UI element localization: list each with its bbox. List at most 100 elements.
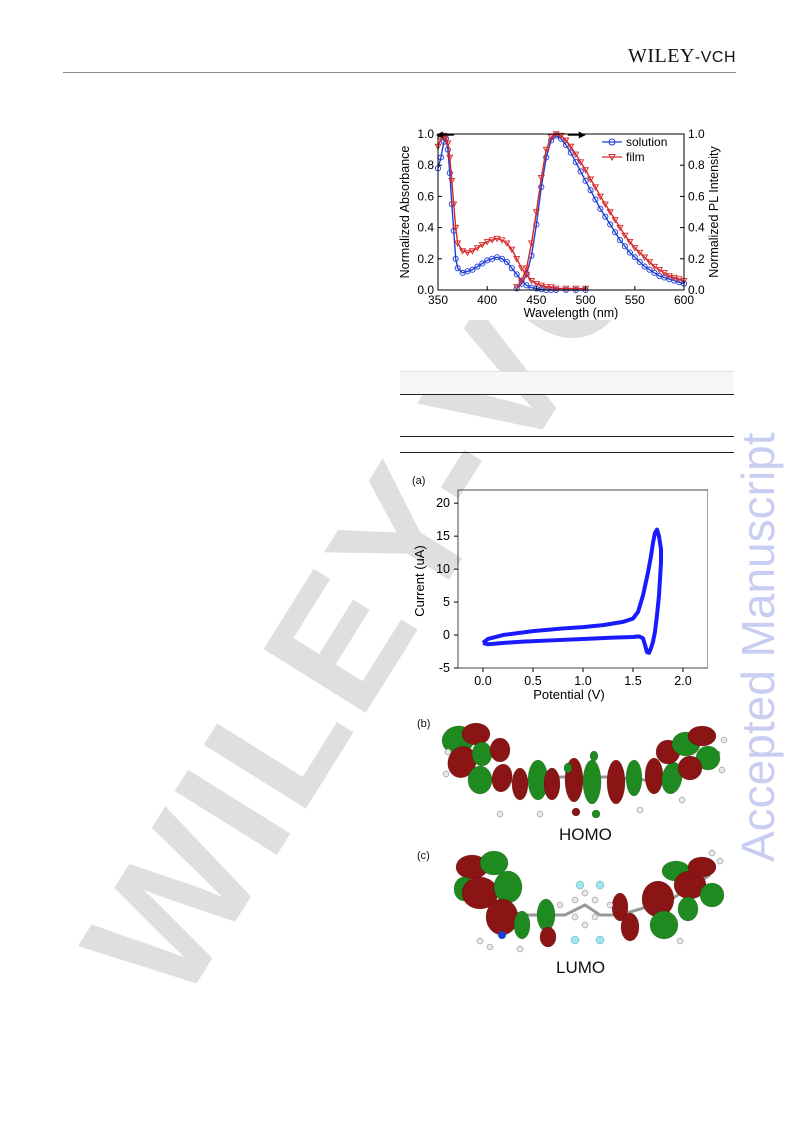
arrow-head bbox=[578, 131, 586, 139]
data-point bbox=[582, 167, 590, 174]
atom bbox=[571, 896, 579, 904]
atom bbox=[636, 806, 644, 814]
orbital-lobe bbox=[536, 898, 556, 932]
orbital-lobe bbox=[649, 910, 679, 940]
data-point bbox=[577, 159, 585, 166]
fluorine-atom bbox=[570, 935, 580, 945]
data-point bbox=[592, 196, 599, 203]
y-tick-label-right: 1.0 bbox=[688, 127, 705, 141]
data-point bbox=[474, 263, 481, 270]
data-point bbox=[454, 240, 462, 247]
data-point bbox=[452, 224, 460, 232]
data-point bbox=[670, 274, 678, 282]
y-tick-label: -5 bbox=[439, 661, 450, 675]
plot-frame bbox=[457, 489, 708, 669]
orbital-lobe bbox=[539, 926, 557, 948]
series-line-3 bbox=[516, 133, 685, 288]
orbital-lobe bbox=[677, 755, 703, 781]
orbital-lobe bbox=[591, 809, 601, 819]
x-tick-label: 600 bbox=[674, 293, 694, 307]
orbital-lobe bbox=[461, 722, 491, 746]
data-point bbox=[626, 249, 633, 256]
data-point bbox=[469, 266, 476, 273]
y-tick-label-left: 0.8 bbox=[417, 158, 434, 172]
data-point bbox=[518, 277, 526, 285]
x-tick-label: 0.5 bbox=[524, 674, 541, 688]
data-point bbox=[606, 209, 614, 216]
y-tick-label-left: 0.0 bbox=[417, 283, 434, 297]
data-point bbox=[446, 169, 453, 177]
data-point bbox=[478, 242, 486, 249]
data-point bbox=[444, 140, 452, 148]
data-point bbox=[513, 284, 521, 291]
orbital-lobe bbox=[511, 767, 529, 801]
plot-frame bbox=[437, 133, 685, 291]
data-point bbox=[675, 276, 683, 283]
data-point bbox=[631, 245, 639, 252]
data-point bbox=[596, 193, 604, 201]
homo-label: HOMO bbox=[559, 825, 612, 844]
data-point bbox=[527, 277, 536, 285]
data-point bbox=[518, 265, 526, 272]
x-tick-label: 2.0 bbox=[674, 674, 691, 688]
atom bbox=[606, 901, 614, 909]
data-point bbox=[508, 246, 516, 254]
data-point bbox=[621, 232, 629, 240]
data-point bbox=[601, 201, 609, 208]
data-point bbox=[636, 258, 643, 265]
orbital-lobe bbox=[485, 898, 519, 936]
atom bbox=[581, 921, 589, 929]
data-point bbox=[665, 273, 673, 280]
data-point bbox=[459, 248, 467, 255]
publisher-suffix: -VCH bbox=[694, 49, 736, 66]
atom bbox=[591, 896, 599, 904]
atom bbox=[536, 810, 544, 818]
y-tick-label-right: 0.0 bbox=[688, 283, 705, 297]
series-line-1 bbox=[516, 134, 685, 289]
y-tick-label-right: 0.4 bbox=[688, 221, 705, 235]
fluorine-atom bbox=[595, 880, 605, 890]
data-point bbox=[641, 254, 649, 261]
accepted-manuscript-stamp: Accepted Manuscript bbox=[732, 432, 784, 862]
orbital-lobe bbox=[543, 767, 561, 801]
data-point bbox=[591, 184, 600, 191]
data-point bbox=[586, 176, 595, 183]
y-tick-label: 20 bbox=[436, 496, 450, 510]
panel-label-c: (c) bbox=[417, 850, 430, 862]
data-point bbox=[636, 249, 644, 257]
atom bbox=[720, 736, 728, 744]
fluorine-atom bbox=[575, 880, 585, 890]
data-point bbox=[562, 285, 570, 293]
orbital-lobe bbox=[687, 856, 717, 878]
atom bbox=[708, 849, 716, 857]
orbital-lobe bbox=[677, 896, 699, 922]
publisher-wordmark: WILEY bbox=[627, 45, 695, 67]
x-tick-label: 350 bbox=[428, 293, 448, 307]
data-point bbox=[522, 271, 531, 279]
y-tick-label-left: 0.4 bbox=[417, 221, 434, 235]
orbital-lobe bbox=[687, 725, 717, 747]
panel-label-b: (b) bbox=[417, 718, 431, 730]
orbital-lobe bbox=[644, 757, 664, 795]
data-point bbox=[572, 151, 580, 159]
data-point bbox=[557, 132, 565, 140]
orbital-lobe bbox=[625, 759, 643, 797]
y-tick-label: 5 bbox=[443, 595, 450, 609]
orbital-lobe bbox=[571, 807, 581, 817]
data-point bbox=[527, 240, 536, 247]
data-point bbox=[587, 187, 594, 194]
data-point bbox=[577, 168, 584, 175]
orbital-lobe bbox=[589, 750, 599, 762]
lumo-label: LUMO bbox=[556, 958, 606, 977]
table-rule-bottom bbox=[400, 452, 734, 453]
data-point bbox=[508, 265, 515, 272]
table-header-band bbox=[400, 371, 734, 394]
orbital-lobe bbox=[641, 880, 675, 918]
atom bbox=[581, 889, 589, 897]
atom bbox=[678, 796, 686, 804]
data-point bbox=[597, 205, 604, 212]
orbital-lobe bbox=[447, 745, 477, 779]
data-point bbox=[582, 177, 589, 184]
data-point bbox=[513, 256, 521, 263]
